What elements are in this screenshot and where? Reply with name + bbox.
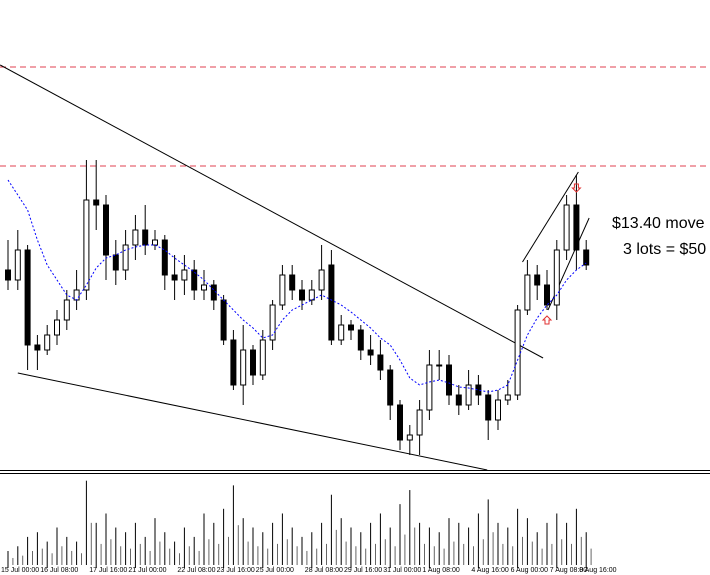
candle-body [269, 304, 276, 341]
candle-body [5, 269, 11, 281]
x-tick-label: 7 Aug 08:00 [550, 567, 587, 574]
candle-body [230, 339, 237, 386]
candle-body [34, 344, 41, 351]
x-tick-label: 22 Jul 08:00 [177, 567, 215, 574]
candle-body [240, 349, 247, 386]
candle-body [504, 394, 511, 401]
x-tick-label: 1 Aug 08:00 [422, 567, 459, 574]
candle-body [308, 289, 315, 301]
candle-body [24, 249, 31, 346]
trendline [0, 64, 544, 359]
candle-body [142, 229, 149, 246]
candle-body [161, 239, 168, 276]
candle-body [553, 249, 560, 306]
x-tick-label: 25 Jul 00:00 [256, 567, 294, 574]
candle-body [524, 274, 531, 311]
candle-body [446, 364, 452, 396]
candle-body [514, 309, 521, 396]
candle-body [583, 249, 590, 266]
candle-body [338, 324, 345, 341]
candle-body [289, 274, 296, 291]
candle-body [495, 399, 501, 421]
candle-body [191, 269, 198, 291]
candle-body [367, 349, 374, 356]
candle-body [73, 289, 80, 301]
candle-body [83, 199, 90, 291]
candle-body [181, 269, 188, 281]
candle-body [201, 284, 207, 291]
candle-body [132, 229, 139, 246]
candle-body [534, 274, 541, 286]
x-tick-label: 15 Jul 00:00 [1, 567, 39, 574]
candle-body [171, 274, 178, 281]
candle-body [465, 384, 472, 406]
candle-body [328, 264, 335, 341]
candle-body [357, 329, 364, 351]
x-tick-label: 4 Aug 16:00 [471, 567, 508, 574]
candle-body [397, 404, 403, 441]
candle-body [54, 319, 60, 336]
candle-body [416, 409, 423, 436]
candle-body [377, 354, 384, 371]
candle-body [259, 339, 266, 376]
moving-average [7, 179, 587, 393]
x-tick-label: 6 Aug 00:00 [511, 567, 548, 574]
candle-body [455, 394, 462, 406]
candle-body [544, 284, 550, 306]
annotation: 3 lots = $50 [623, 241, 706, 258]
candle-body [387, 369, 394, 406]
x-tick-label: 29 Jul 16:00 [344, 567, 382, 574]
candle-body [14, 249, 21, 281]
trendline [522, 171, 579, 263]
candle-body [563, 204, 570, 251]
candle-body [406, 434, 413, 441]
x-tick-label: 16 Jul 08:00 [40, 567, 78, 574]
x-tick-label: 21 Jul 00:00 [128, 567, 166, 574]
candle-body [573, 204, 580, 251]
x-tick-label: 17 Jul 16:00 [89, 567, 127, 574]
x-tick-label: 23 Jul 16:00 [217, 567, 255, 574]
candle-body [299, 289, 305, 301]
candle-body [318, 269, 325, 291]
candle-body [436, 364, 443, 367]
candle-body [348, 324, 354, 331]
candle-body [250, 349, 256, 376]
candle-body [122, 244, 129, 271]
x-tick-label: 28 Jul 08:00 [305, 567, 343, 574]
candle-body [93, 199, 100, 206]
candle-body [152, 239, 158, 246]
candle-body [426, 364, 433, 411]
x-tick-label: 8 Aug 16:00 [579, 567, 616, 574]
candle-body [103, 204, 109, 256]
candle-body [44, 334, 51, 351]
signal-arrow [571, 183, 582, 193]
trendline [17, 372, 488, 471]
candle-body [279, 274, 286, 306]
candle-body [63, 299, 70, 321]
candle-body [220, 299, 227, 341]
x-tick-label: 31 Jul 00:00 [383, 567, 421, 574]
annotation: $13.40 move [612, 215, 705, 232]
signal-arrow [541, 315, 553, 325]
candle-body [112, 254, 119, 271]
candle-body [485, 394, 492, 421]
